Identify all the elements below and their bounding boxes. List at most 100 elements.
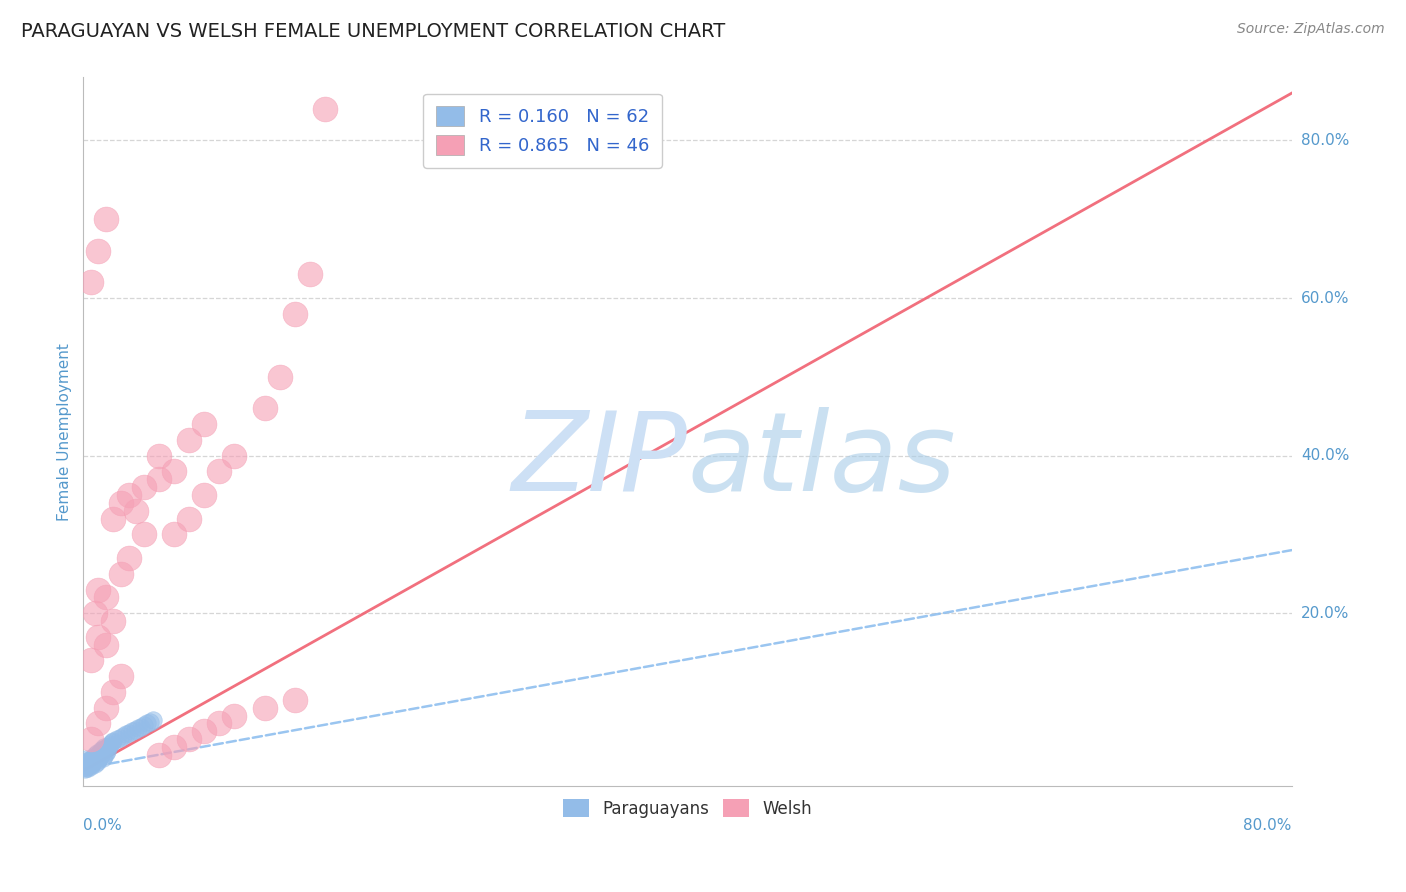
Point (108, 731, 131, 745)
Point (87, 582, 110, 597)
Point (86, 755, 108, 769)
Point (101, 735, 124, 749)
Point (87, 747, 110, 762)
Point (298, 268, 321, 282)
Point (94, 591, 117, 605)
Point (90, 743, 112, 757)
Point (80, 755, 103, 769)
Point (80, 275, 103, 289)
Point (94, 747, 117, 761)
Text: 60.0%: 60.0% (1302, 291, 1350, 306)
Point (110, 496, 132, 510)
Point (73, 762, 96, 776)
Point (91, 743, 114, 757)
Point (105, 732, 128, 747)
Point (103, 733, 125, 747)
Point (75, 752, 97, 766)
Point (89, 750, 111, 764)
Point (208, 716, 231, 731)
Point (79, 758, 101, 772)
Point (163, 740, 186, 755)
Point (253, 700, 276, 714)
Text: Source: ZipAtlas.com: Source: ZipAtlas.com (1237, 22, 1385, 37)
Point (314, 102, 336, 116)
Point (253, 401, 276, 416)
Point (94, 638, 117, 652)
Point (177, 433, 200, 447)
Point (87, 244, 110, 258)
Point (224, 708, 246, 723)
Point (132, 480, 155, 494)
Point (79, 757, 101, 772)
Y-axis label: Female Unemployment: Female Unemployment (58, 343, 72, 521)
Point (87, 630, 110, 644)
Point (82, 754, 104, 768)
Point (73, 760, 96, 774)
Point (193, 724, 215, 739)
Text: 0.0%: 0.0% (83, 818, 122, 833)
Point (80, 756, 103, 770)
Point (98, 739, 121, 753)
Point (111, 729, 134, 743)
Point (148, 472, 170, 486)
Text: 80.0%: 80.0% (1243, 818, 1292, 833)
Point (103, 511, 125, 525)
Point (127, 721, 149, 735)
Point (84, 747, 107, 762)
Point (103, 614, 125, 628)
Point (84, 757, 107, 772)
Point (177, 511, 200, 525)
Point (76, 761, 98, 775)
Point (91, 741, 114, 756)
Point (87, 748, 110, 763)
Point (177, 732, 200, 747)
Point (103, 685, 125, 699)
Point (89, 747, 111, 761)
Text: atlas: atlas (688, 407, 956, 514)
Point (148, 449, 170, 463)
Point (87, 753, 110, 767)
Point (193, 488, 215, 502)
Point (110, 566, 132, 581)
Point (84, 606, 107, 620)
Point (86, 747, 108, 761)
Point (142, 714, 165, 728)
Point (132, 527, 155, 541)
Point (93, 748, 115, 763)
Point (94, 700, 117, 714)
Point (129, 720, 152, 734)
Point (73, 756, 96, 770)
Point (82, 756, 104, 771)
Point (80, 653, 103, 667)
Point (89, 745, 111, 759)
Point (117, 726, 139, 740)
Point (83, 749, 105, 764)
Point (83, 754, 105, 768)
Point (124, 723, 146, 737)
Point (110, 669, 132, 683)
Point (94, 212, 117, 227)
Point (163, 464, 186, 478)
Point (86, 749, 108, 764)
Point (148, 747, 170, 762)
Point (79, 753, 101, 767)
Point (125, 504, 148, 518)
Text: ZIP: ZIP (512, 407, 688, 514)
Point (87, 716, 110, 731)
Point (90, 745, 112, 759)
Point (82, 751, 104, 765)
Point (93, 740, 115, 755)
Point (139, 714, 162, 729)
Point (96, 744, 118, 758)
Point (117, 551, 139, 566)
Point (132, 718, 155, 732)
Point (80, 759, 103, 773)
Point (224, 449, 246, 463)
Point (94, 741, 117, 756)
Point (269, 369, 291, 384)
Legend: Paraguayans, Welsh: Paraguayans, Welsh (555, 792, 820, 824)
Point (284, 307, 307, 321)
Text: PARAGUAYAN VS WELSH FEMALE UNEMPLOYMENT CORRELATION CHART: PARAGUAYAN VS WELSH FEMALE UNEMPLOYMENT … (21, 22, 725, 41)
Point (76, 759, 98, 773)
Point (96, 740, 118, 755)
